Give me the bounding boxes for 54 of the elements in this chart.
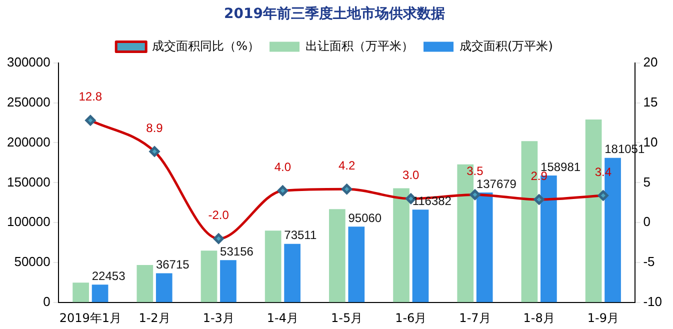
bar (393, 188, 410, 302)
x-tick-label: 1-7月 (459, 310, 491, 325)
y2-tick-label: -5 (643, 254, 655, 270)
data-label: 3.0 (402, 168, 420, 182)
legend-label: 成交面积同比（%） (152, 38, 260, 53)
y2-tick-label: 10 (643, 134, 658, 150)
x-tick-label: 1-5月 (330, 310, 363, 325)
y-tick-label: 50000 (14, 254, 50, 270)
y-tick-label: 200000 (6, 134, 50, 150)
y2-tick-label: 15 (643, 94, 658, 110)
y-tick-label: 300000 (6, 54, 50, 70)
data-label: 12.8 (78, 90, 102, 104)
bar (72, 282, 89, 302)
data-label: 3.4 (594, 164, 612, 179)
bar (329, 209, 346, 302)
data-label: 36715 (156, 258, 190, 272)
y-tick-label: 250000 (6, 94, 50, 110)
bar (412, 210, 429, 302)
data-label: 4.2 (338, 158, 356, 172)
x-tick-label: 1-2月 (138, 310, 170, 325)
data-label: 53156 (220, 244, 254, 258)
bar (200, 250, 218, 302)
bar (348, 226, 365, 302)
bar (136, 265, 154, 302)
bar (264, 230, 282, 302)
data-label: 137679 (476, 176, 517, 191)
bar (92, 284, 108, 302)
y2-tick-label: -10 (643, 294, 662, 310)
data-label: 8.9 (146, 120, 164, 135)
chart-title: 2019年前三季度土地市场供求数据 (224, 5, 445, 22)
x-tick-label: 1-3月 (202, 310, 234, 325)
x-tick-label: 1-9月 (587, 310, 619, 325)
bar (220, 260, 236, 302)
data-label: -2.0 (208, 208, 230, 222)
y2-tick-label: 20 (643, 54, 658, 70)
data-label: 3.5 (466, 164, 484, 178)
y2-tick-label: 0 (643, 214, 650, 230)
x-tick-label: 2019年1月 (59, 310, 122, 325)
y-tick-label: 100000 (6, 214, 50, 230)
data-label: 4.0 (274, 160, 292, 174)
y-tick-label: 150000 (6, 174, 50, 190)
data-label: 95060 (348, 210, 382, 225)
y-tick-label: 0 (43, 294, 50, 310)
x-tick-label: 1-6月 (395, 310, 427, 325)
legend-label: 成交面积(万平米) (460, 38, 553, 53)
x-tick-label: 1-8月 (523, 310, 555, 325)
bar (284, 244, 300, 302)
legend-label: 出让面积（万平米） (306, 38, 414, 53)
data-label: 22453 (92, 268, 126, 283)
x-tick-label: 1-4月 (266, 310, 299, 325)
y2-tick-label: 5 (643, 174, 650, 190)
bar (156, 273, 172, 302)
bar (476, 192, 493, 302)
data-label: 73511 (284, 228, 317, 242)
